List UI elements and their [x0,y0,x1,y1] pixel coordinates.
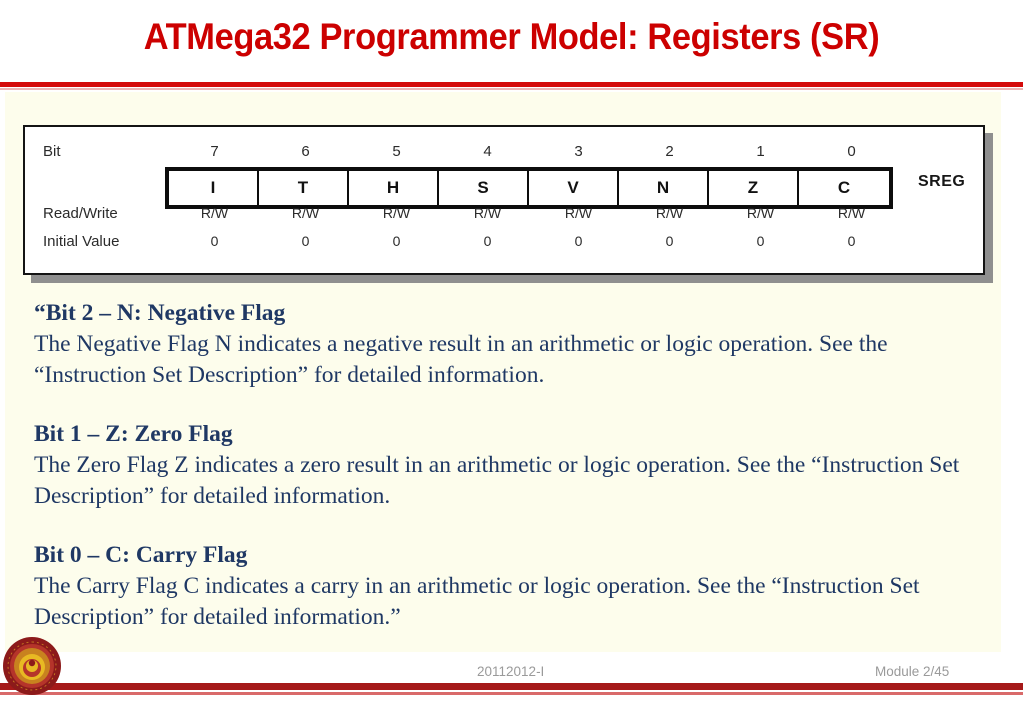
header-divider-accent [0,88,1023,90]
initial-value-bit-2: 0 [665,233,674,249]
diagram-frame: Bit Read/Write Initial Value 7 6 5 4 3 2… [23,125,985,275]
initial-value-bit-7: 0 [210,233,219,249]
paragraph-heading-carry-flag: Bit 0 – C: Carry Flag [34,542,248,568]
read-write-bit-3: R/W [564,205,593,221]
bit-cell-C: C [837,178,851,197]
paragraph-heading-negative-flag: “Bit 2 – N: Negative Flag [34,300,286,326]
initial-value-bit-4: 0 [483,233,492,249]
bit-number-2: 2 [665,143,674,160]
bit-cell-Z: Z [709,171,799,205]
bit-number-6: 6 [301,143,310,160]
bit-cell-I: I [169,171,259,205]
row-label-initial-value: Initial Value [43,233,120,250]
footer-divider [0,683,1023,690]
footer-divider-accent [0,692,1023,695]
bit-number-0: 0 [847,143,856,160]
paragraph-carry-flag: Bit 0 – C: Carry Flag The Carry Flag C i… [34,540,1002,633]
row-label-read-write: Read/Write [43,205,118,222]
read-write-bit-2: R/W [655,205,684,221]
row-label-bit: Bit [43,143,61,160]
bit-number-7: 7 [210,143,219,160]
paragraph-body-carry-flag: The Carry Flag C indicates a carry in an… [34,573,920,630]
bit-cell-T: T [259,171,349,205]
footer-module-number: Module 2/45 [875,664,950,679]
bit-number-3: 3 [574,143,583,160]
footer-course-code: 20112012-I [477,664,545,679]
paragraph-zero-flag: Bit 1 – Z: Zero Flag The Zero Flag Z ind… [34,419,1002,512]
bit-cell-H: H [349,171,439,205]
initial-value-bit-0: 0 [847,233,856,249]
paragraph-negative-flag: “Bit 2 – N: Negative Flag The Negative F… [34,298,1002,391]
paragraph-heading-zero-flag: Bit 1 – Z: Zero Flag [34,421,233,447]
read-write-bit-5: R/W [382,205,411,221]
read-write-bit-6: R/W [291,205,320,221]
read-write-bit-7: R/W [200,205,229,221]
sreg-bit-cell-row: I T H S V N Z C [165,167,893,209]
institution-logo-icon [3,637,61,695]
bit-number-5: 5 [392,143,401,160]
bit-cell-V: V [529,171,619,205]
bit-number-4: 4 [483,143,492,160]
paragraph-body-negative-flag: The Negative Flag N indicates a negative… [34,331,888,388]
initial-value-bit-6: 0 [301,233,310,249]
slide-body: “Bit 2 – N: Negative Flag The Negative F… [34,298,1002,633]
bit-cell-S: S [439,171,529,205]
sreg-register-diagram: Bit Read/Write Initial Value 7 6 5 4 3 2… [23,125,993,283]
page-title: ATMega32 Programmer Model: Registers (SR… [143,16,880,57]
initial-value-bit-5: 0 [392,233,401,249]
read-write-bit-1: R/W [746,205,775,221]
bit-cell-N: N [619,171,709,205]
register-name-label: SREG [918,173,966,190]
bit-number-1: 1 [756,143,765,160]
initial-value-bit-1: 0 [756,233,765,249]
initial-value-bit-3: 0 [574,233,583,249]
header-divider [0,82,1023,87]
read-write-bit-4: R/W [473,205,502,221]
read-write-bit-0: R/W [837,205,866,221]
paragraph-body-zero-flag: The Zero Flag Z indicates a zero result … [34,452,960,509]
